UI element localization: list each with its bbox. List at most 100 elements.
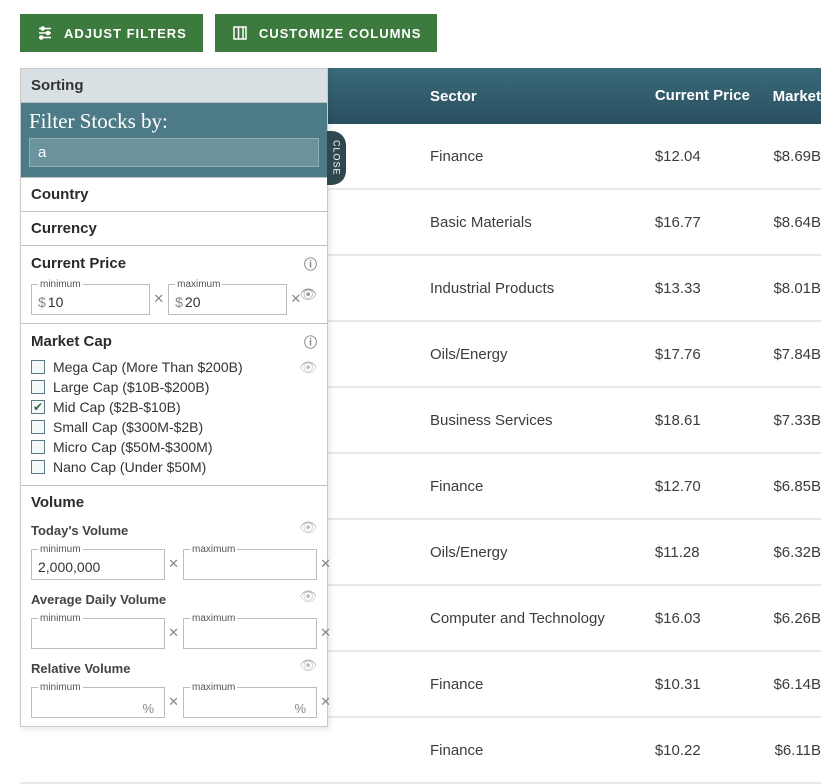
price-max-input[interactable] <box>185 294 264 310</box>
cell-market: $6.14B <box>762 676 821 693</box>
market-cap-option-label: Large Cap ($10B-$200B) <box>53 379 209 395</box>
checkbox-icon <box>31 380 45 394</box>
market-cap-option-label: Mid Cap ($2B-$10B) <box>53 399 181 415</box>
cell-price: $11.28 <box>655 544 763 561</box>
today-min-input[interactable] <box>38 559 142 575</box>
customize-columns-button[interactable]: CUSTOMIZE COLUMNS <box>215 14 438 52</box>
eye-off-icon[interactable]: 👁 <box>299 657 317 674</box>
currency-label: Currency <box>31 220 97 237</box>
cell-price: $16.77 <box>655 214 763 231</box>
help-icon[interactable]: ⓘ <box>304 254 317 273</box>
cell-sector: Basic Materials <box>430 214 655 231</box>
market-cap-label: Market Cap <box>31 333 112 350</box>
adjust-filters-button[interactable]: ADJUST FILTERS <box>20 14 203 52</box>
currency-section[interactable]: Currency <box>21 211 327 245</box>
price-min-input[interactable] <box>48 294 127 310</box>
cell-sector: Finance <box>430 478 655 495</box>
clear-icon[interactable]: ✕ <box>320 625 331 641</box>
clear-icon[interactable]: ✕ <box>320 694 331 710</box>
market-cap-option-label: Mega Cap (More Than $200B) <box>53 359 243 375</box>
cell-price: $10.31 <box>655 676 763 693</box>
market-cap-option-label: Small Cap ($300M-$2B) <box>53 419 203 435</box>
price-min-box: minimum ✕ <box>31 279 150 315</box>
checkbox-icon <box>31 360 45 374</box>
checkbox-icon <box>31 440 45 454</box>
country-label: Country <box>31 186 89 203</box>
avg-volume-label: Average Daily Volume <box>31 592 166 607</box>
filter-search-input[interactable] <box>29 138 319 167</box>
cell-market: $8.64B <box>762 214 821 231</box>
today-max-input[interactable] <box>190 559 294 575</box>
col-header-current-price[interactable]: Current Price <box>655 87 763 105</box>
market-cap-option[interactable]: Small Cap ($300M-$2B) <box>31 417 203 437</box>
help-icon[interactable]: ⓘ <box>304 332 317 351</box>
cell-market: $6.32B <box>762 544 821 561</box>
col-header-market[interactable]: Market <box>762 88 821 105</box>
rel-max-input[interactable] <box>190 697 288 713</box>
cell-sector: Business Services <box>430 412 655 429</box>
clear-icon[interactable]: ✕ <box>168 694 179 710</box>
cell-price: $10.22 <box>655 742 763 759</box>
filter-title: Filter Stocks by: <box>29 109 319 134</box>
market-cap-option-label: Micro Cap ($50M-$300M) <box>53 439 213 455</box>
checkbox-icon <box>31 420 45 434</box>
market-cap-option[interactable]: Mega Cap (More Than $200B) <box>31 357 243 377</box>
market-cap-option[interactable]: Large Cap ($10B-$200B) <box>31 377 209 397</box>
adjust-filters-label: ADJUST FILTERS <box>64 26 187 41</box>
cell-sector: Computer and Technology <box>430 610 655 627</box>
cell-price: $16.03 <box>655 610 763 627</box>
clear-icon[interactable]: ✕ <box>320 556 331 572</box>
current-price-section: Current Price ⓘ minimum ✕ <box>21 245 327 323</box>
eye-off-icon[interactable]: 👁 <box>299 588 317 605</box>
sliders-icon <box>36 24 54 42</box>
volume-section: Volume Today's Volume 👁 minimum ✕ maximu… <box>21 485 327 726</box>
cell-price: $18.61 <box>655 412 763 429</box>
cell-sector: Industrial Products <box>430 280 655 297</box>
avg-max-input[interactable] <box>190 628 294 644</box>
cell-market: $8.01B <box>762 280 821 297</box>
filter-panel: CLOSE Sorting Filter Stocks by: Country … <box>20 68 328 727</box>
cell-price: $17.76 <box>655 346 763 363</box>
min-legend: minimum <box>38 279 83 290</box>
country-section[interactable]: Country <box>21 177 327 211</box>
rel-min-input[interactable] <box>38 697 136 713</box>
market-cap-option[interactable]: Micro Cap ($50M-$300M) <box>31 437 213 457</box>
cell-price: $12.04 <box>655 148 763 165</box>
cell-sector: Oils/Energy <box>430 346 655 363</box>
close-label: CLOSE <box>332 140 342 176</box>
customize-columns-label: CUSTOMIZE COLUMNS <box>259 26 422 41</box>
todays-volume-label: Today's Volume <box>31 523 128 538</box>
current-price-label: Current Price <box>31 255 126 272</box>
table-row[interactable]: Finance$10.22$6.11B <box>20 718 821 784</box>
clear-icon[interactable]: ✕ <box>153 291 164 307</box>
eye-off-icon[interactable]: 👁 <box>299 519 317 536</box>
cell-sector: Finance <box>430 742 655 759</box>
cell-price: $12.70 <box>655 478 763 495</box>
cell-sector: Oils/Energy <box>430 544 655 561</box>
clear-icon[interactable]: ✕ <box>290 291 301 307</box>
market-cap-option[interactable]: ✔ Mid Cap ($2B-$10B) <box>31 397 181 417</box>
sorting-header[interactable]: Sorting <box>21 69 327 103</box>
rel-volume-label: Relative Volume <box>31 661 130 676</box>
col-header-sector[interactable]: Sector <box>430 88 655 105</box>
cell-market: $6.26B <box>762 610 821 627</box>
clear-icon[interactable]: ✕ <box>168 625 179 641</box>
clear-icon[interactable]: ✕ <box>168 556 179 572</box>
market-cap-section: Market Cap ⓘ Mega Cap (More Than $200B) 👁… <box>21 323 327 485</box>
eye-icon[interactable]: 👁 <box>299 286 317 303</box>
price-max-box: maximum ✕ <box>168 279 287 315</box>
cell-sector: Finance <box>430 676 655 693</box>
columns-icon <box>231 24 249 42</box>
cell-price: $13.33 <box>655 280 763 297</box>
volume-label: Volume <box>31 494 84 511</box>
filter-search-section: Filter Stocks by: <box>21 103 327 177</box>
eye-icon[interactable]: 👁 <box>299 359 317 376</box>
avg-min-input[interactable] <box>38 628 142 644</box>
cell-sector: Finance <box>430 148 655 165</box>
checkbox-icon: ✔ <box>31 400 45 414</box>
cell-market: $7.33B <box>762 412 821 429</box>
cell-market: $6.85B <box>762 478 821 495</box>
checkbox-icon <box>31 460 45 474</box>
close-panel-button[interactable]: CLOSE <box>327 131 346 185</box>
market-cap-option[interactable]: Nano Cap (Under $50M) <box>31 457 206 477</box>
